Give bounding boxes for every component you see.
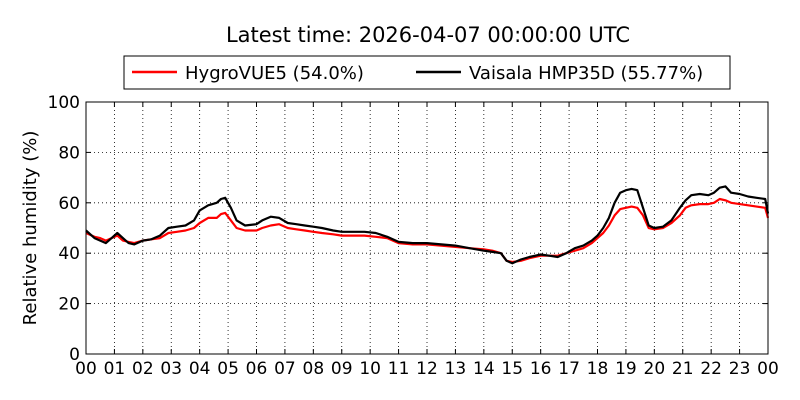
x-tick-label: 02	[132, 359, 154, 379]
y-tick-label: 60	[58, 194, 80, 214]
series-line-hygrovue5	[85, 197, 770, 264]
x-tick-label: 16	[530, 359, 552, 379]
legend-label-hygrovue5: HygroVUE5 (54.0%)	[185, 63, 364, 84]
x-tick-label: 22	[700, 359, 722, 379]
x-tick-label: 18	[587, 359, 609, 379]
x-tick-label: 12	[416, 359, 438, 379]
x-tick-label: 21	[672, 359, 694, 379]
x-tick-label: 09	[331, 359, 353, 379]
x-tick-label: 00	[75, 359, 97, 379]
legend: HygroVUE5 (54.0%) Vaisala HMP35D (55.77%…	[123, 55, 731, 90]
x-tick-label: 05	[217, 359, 239, 379]
series-line-vaisala-hmp35d	[85, 185, 770, 265]
x-tick-label: 10	[359, 359, 381, 379]
y-tick-label: 20	[58, 295, 80, 315]
x-tick-label: 07	[274, 359, 296, 379]
y-tick-label: 80	[58, 143, 80, 163]
y-tick-label: 40	[58, 244, 80, 264]
x-axis-ticks: 00 01 02 03 04 05 06 07 08 09 10 11 12 13 14 15 16 17 18 19…	[75, 102, 779, 379]
x-tick-label: 06	[246, 359, 268, 379]
y-axis-ticks: 0 20 40 60 80 100	[48, 93, 768, 365]
x-tick-label: 13	[445, 359, 467, 379]
x-tick-label: 19	[615, 359, 637, 379]
y-tick-label: 100	[48, 93, 80, 113]
x-tick-label: 04	[189, 359, 211, 379]
x-tick-label: 08	[303, 359, 325, 379]
legend-label-vaisala: Vaisala HMP35D (55.77%)	[469, 63, 703, 84]
x-tick-label: 23	[729, 359, 751, 379]
y-axis-label: Relative humidity (%)	[20, 131, 41, 326]
gridlines	[86, 102, 768, 354]
x-tick-label: 01	[104, 359, 126, 379]
y-tick-label: 0	[69, 345, 80, 365]
x-tick-label: 20	[644, 359, 666, 379]
x-tick-label: 11	[388, 359, 410, 379]
x-tick-label: 14	[473, 359, 495, 379]
plot-frame	[85, 101, 769, 355]
x-tick-label: 17	[558, 359, 580, 379]
x-tick-label: 03	[160, 359, 182, 379]
series-layer	[85, 185, 770, 265]
x-tick-label: 15	[501, 359, 523, 379]
chart-title: Latest time: 2026-04-07 00:00:00 UTC	[226, 23, 630, 47]
x-tick-label: 00	[757, 359, 779, 379]
